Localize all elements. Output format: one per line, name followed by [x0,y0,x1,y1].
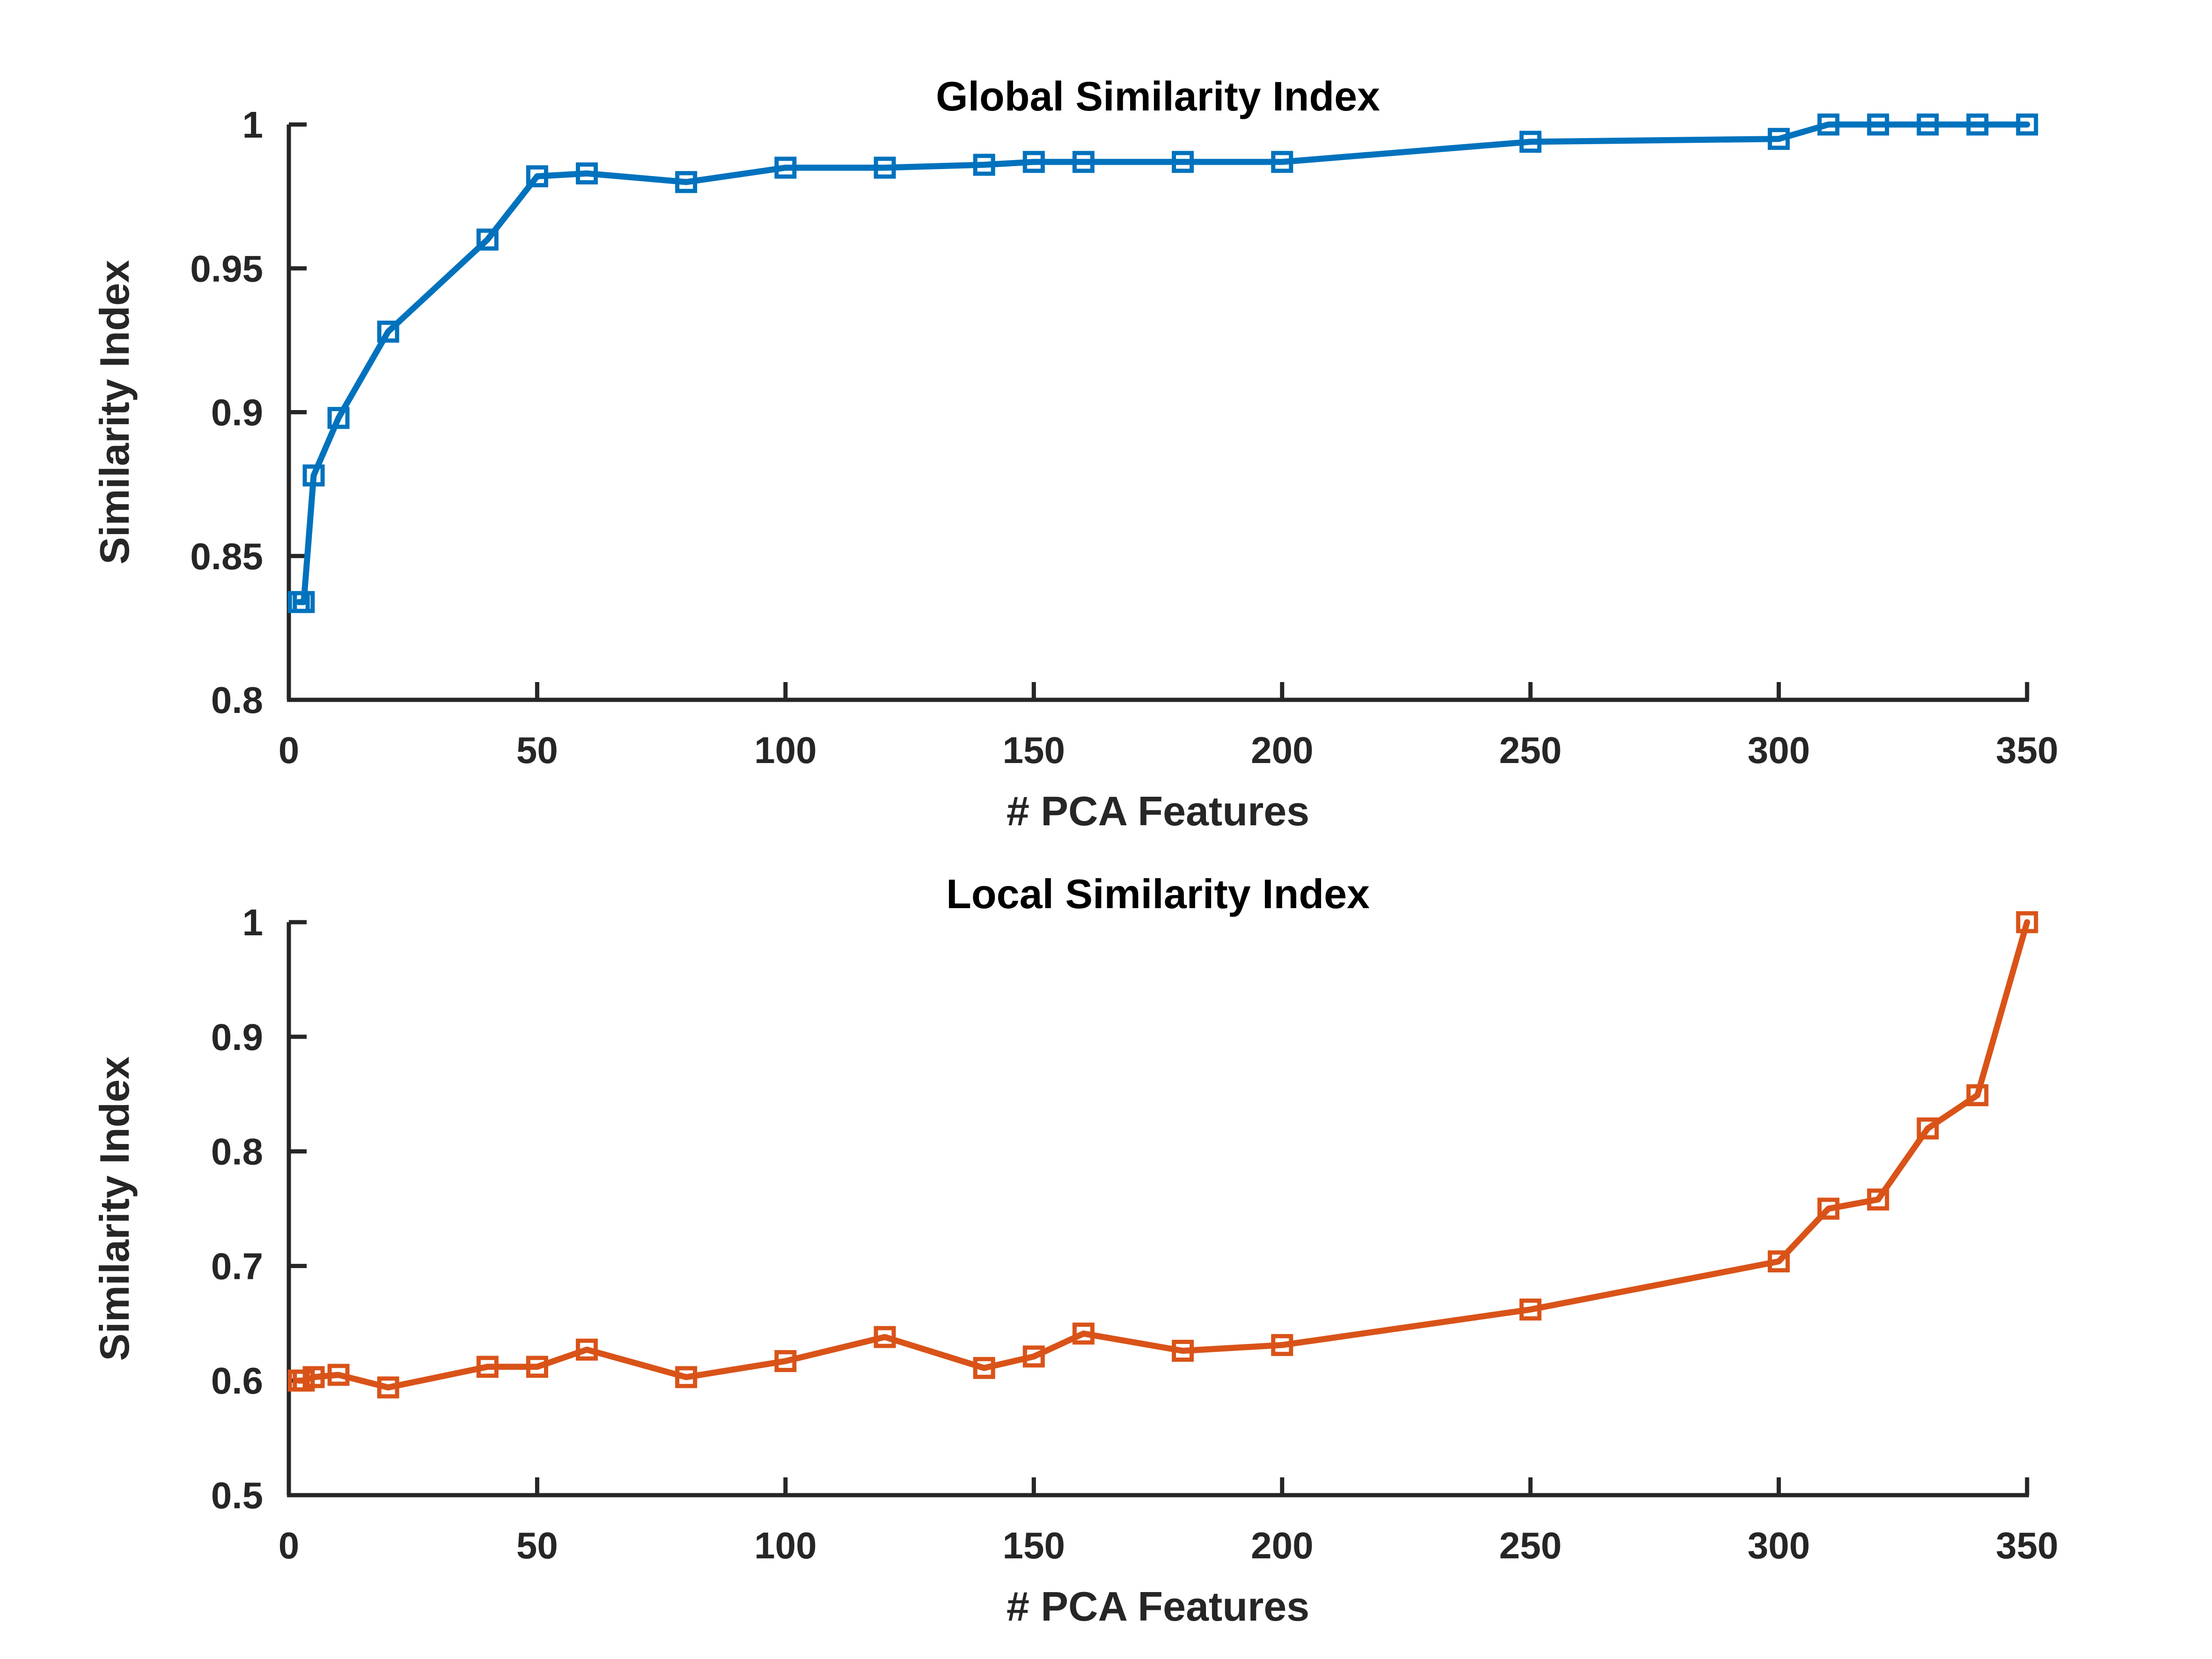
global-x-tick-label: 150 [1003,729,1065,771]
global-data-point [526,165,548,188]
global-data-point [774,156,797,179]
local-data-point [576,1338,598,1361]
global-data-point [1966,113,1989,136]
local-x-tick-label: 150 [1003,1525,1065,1566]
local-y-axis-label: Similarity Index [91,1057,138,1361]
local-x-tick-label: 200 [1251,1525,1313,1566]
local-data-point [774,1350,797,1373]
global-y-axis-label: Similarity Index [91,260,138,565]
global-data-point [327,407,350,429]
local-y-tick-label: 0.9 [211,1016,263,1058]
global-data-point [1768,128,1790,150]
global-x-tick-label: 0 [279,729,300,771]
global-chart-title: Global Similarity Index [936,73,1380,119]
local-data-point [526,1356,548,1378]
local-data-point [1768,1250,1790,1273]
local-data-point [302,1366,325,1388]
local-x-axis-label: # PCA Features [1007,1583,1309,1630]
global-data-point [1867,113,1889,136]
global-x-tick-label: 350 [1996,729,2058,771]
local-x-tick-label: 0 [279,1525,300,1566]
local-data-point [1022,1345,1045,1368]
global-data-point [293,591,315,613]
local-data-point [1072,1322,1095,1345]
local-data-point [377,1376,399,1399]
global-similarity-panel: Global Similarity Index 0 50 100 150 200 250 30… [91,73,2058,834]
local-data-point [2016,911,2038,933]
global-x-tick-label: 50 [516,729,558,771]
local-data-point [1917,1117,1939,1140]
local-similarity-panel: Local Similarity Index 0 50 100 150 200 250 300… [91,871,2058,1630]
local-data-point [1817,1197,1840,1220]
local-x-tick-label: 350 [1996,1525,2058,1566]
local-y-tick-label: 0.6 [211,1360,263,1402]
global-y-tick-label: 0.95 [190,248,263,289]
local-x-tick-label: 250 [1499,1525,1561,1566]
local-x-tick-label: 100 [754,1525,816,1566]
global-data-point [973,154,995,176]
local-data-point [327,1364,350,1386]
global-data-point [874,156,896,179]
local-data-point [1867,1188,1889,1211]
global-y-tick-label: 0.9 [211,392,263,433]
global-data-point [675,171,698,193]
global-data-point [1271,151,1293,173]
local-data-point [1271,1334,1293,1356]
global-y-tick-label: 1 [243,104,264,146]
local-data-point [1966,1084,1989,1107]
global-data-point [302,464,325,487]
local-y-tick-label: 1 [243,902,264,943]
local-data-point [874,1326,896,1348]
local-y-tick-label: 0.8 [211,1131,263,1173]
local-data-point [1519,1298,1542,1321]
global-data-point [476,228,499,251]
global-x-tick-label: 100 [754,729,816,771]
local-data-point [973,1357,995,1379]
global-x-axis-label: # PCA Features [1007,788,1309,834]
global-data-point [1817,113,1840,136]
local-data-point [476,1356,499,1378]
global-x-tick-label: 200 [1251,729,1313,771]
global-data-point [1072,151,1095,173]
global-x-tick-label: 300 [1748,729,1810,771]
global-y-tick-label: 0.8 [211,679,263,721]
global-data-point [2016,113,2038,136]
global-data-point [1172,151,1194,173]
global-series-line [295,121,2030,605]
global-x-tick-label: 250 [1499,729,1561,771]
global-data-point [1022,151,1045,173]
local-series-line [295,919,2030,1391]
local-chart-title: Local Similarity Index [946,871,1370,917]
global-data-point [1519,131,1542,153]
global-data-point [576,162,598,184]
local-data-point [1172,1340,1194,1362]
local-data-point [675,1366,698,1388]
global-data-point [377,320,399,343]
local-x-tick-label: 50 [516,1525,558,1566]
global-data-point [1917,113,1939,136]
local-y-tick-label: 0.7 [211,1245,263,1287]
local-x-tick-label: 300 [1748,1525,1810,1566]
global-y-tick-label: 0.85 [190,536,263,577]
local-y-tick-label: 0.5 [211,1475,263,1516]
